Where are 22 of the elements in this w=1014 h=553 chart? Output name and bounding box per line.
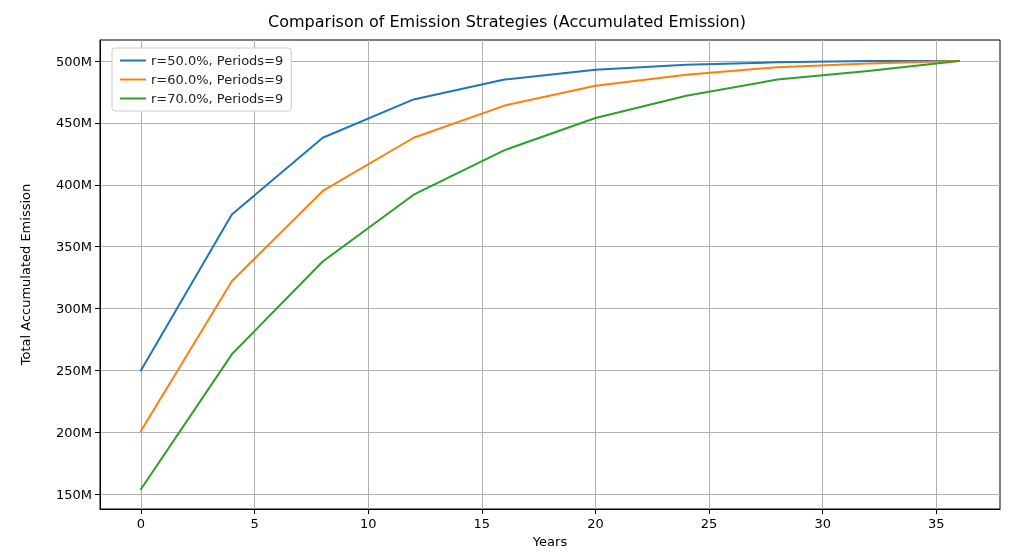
y-tick-label: 150M — [55, 486, 92, 502]
x-tick-label: 15 — [473, 516, 491, 531]
x-tick-label: 35 — [928, 516, 945, 531]
y-tick-label: 350M — [55, 239, 92, 255]
y-tick-label: 250M — [55, 362, 92, 378]
y-axis-title: Total Accumulated Emission — [18, 183, 33, 367]
x-axis-title: Years — [531, 534, 568, 549]
x-tick-label: 20 — [587, 516, 604, 531]
x-tick-label: 10 — [359, 516, 377, 531]
legend-label: r=70.0%, Periods=9 — [151, 91, 284, 106]
y-tick-label: 450M — [55, 115, 92, 131]
legend-label: r=60.0%, Periods=9 — [151, 72, 284, 87]
y-tick-label: 400M — [55, 177, 92, 193]
x-tick-label: 0 — [136, 516, 146, 531]
chart-title: Comparison of Emission Strategies (Accumulated Emission) — [268, 11, 746, 31]
legend-label: r=50.0%, Periods=9 — [151, 53, 284, 68]
x-tick-label: 5 — [250, 516, 259, 531]
y-tick-label: 500M — [55, 53, 92, 69]
y-tick-label: 300M — [55, 301, 92, 317]
x-tick-label: 25 — [700, 516, 718, 531]
x-tick-label: 30 — [814, 516, 831, 531]
y-tick-label: 200M — [55, 424, 92, 440]
